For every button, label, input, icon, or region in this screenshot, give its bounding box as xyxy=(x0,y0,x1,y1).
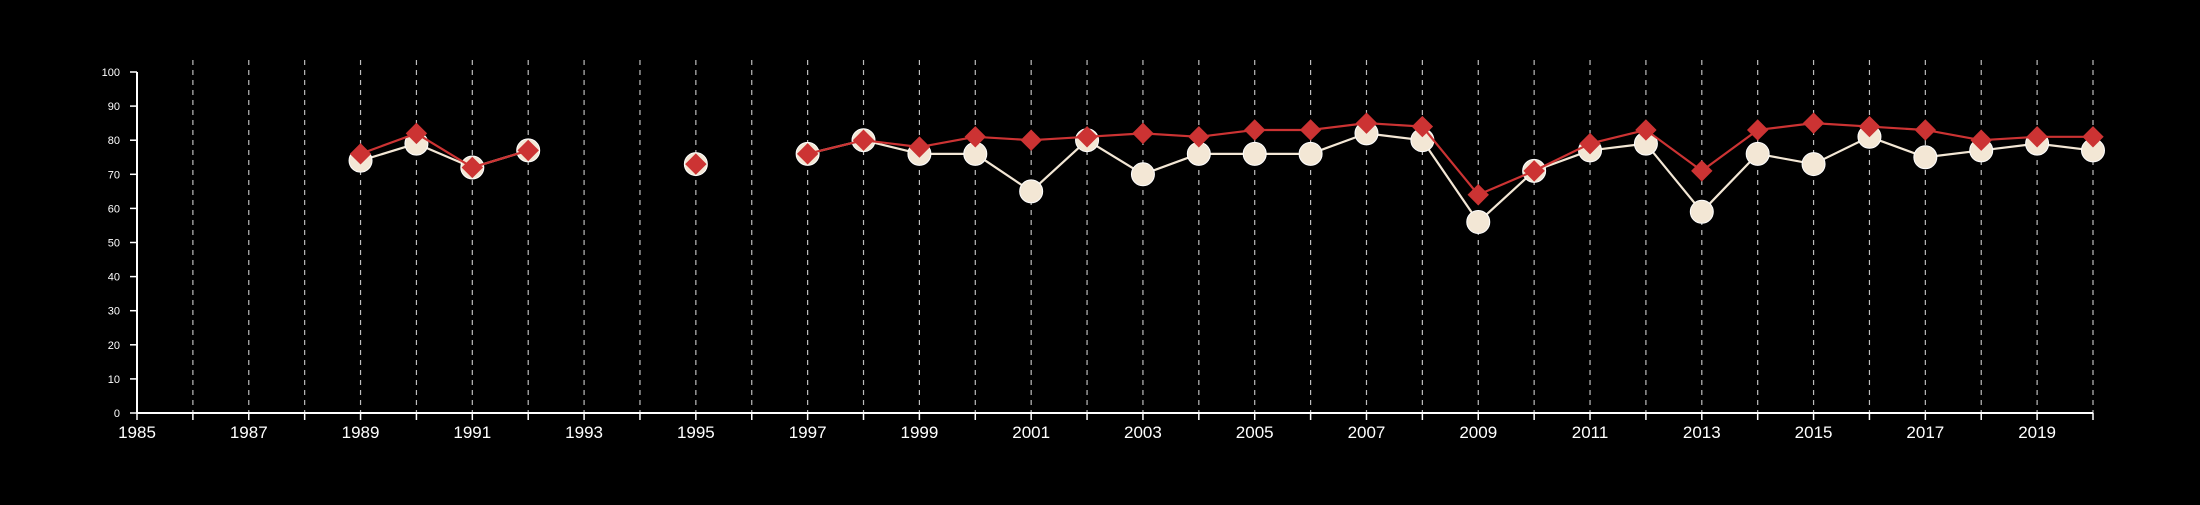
data-point-diamond xyxy=(1467,184,1489,206)
x-tick-label: 1999 xyxy=(900,423,938,442)
data-point-diamond xyxy=(405,122,428,145)
data-point-diamond xyxy=(1076,126,1098,148)
y-tick-label: 40 xyxy=(108,272,120,284)
y-tick-label: 30 xyxy=(108,306,120,318)
x-tick-label: 1985 xyxy=(118,423,156,442)
data-point-diamond xyxy=(1635,119,1657,141)
y-tick-label: 50 xyxy=(108,238,120,250)
data-point-diamond xyxy=(1523,160,1545,182)
data-point-diamond xyxy=(461,156,484,179)
x-tick-label: 2007 xyxy=(1348,423,1386,442)
y-tick-label: 90 xyxy=(108,101,120,113)
data-point-diamond xyxy=(1411,115,1434,138)
data-point-diamond xyxy=(1355,112,1378,134)
data-point-circle xyxy=(1801,152,1826,177)
x-tick-label: 2017 xyxy=(1906,423,1944,442)
data-point-circle xyxy=(1298,141,1323,166)
x-tick-label: 1993 xyxy=(565,423,603,442)
x-tick-label: 2015 xyxy=(1795,423,1833,442)
x-tick-label: 1991 xyxy=(453,423,491,442)
data-point-circle xyxy=(1242,141,1267,166)
data-point-diamond xyxy=(1970,129,1992,151)
data-point-diamond xyxy=(517,139,539,162)
data-point-circle xyxy=(1466,210,1491,235)
x-tick-label: 1987 xyxy=(230,423,268,442)
x-tick-label: 2003 xyxy=(1124,423,1162,442)
data-point-diamond xyxy=(1244,119,1266,141)
data-point-circle xyxy=(1689,199,1714,224)
data-point-diamond xyxy=(1746,119,1769,141)
data-point-diamond xyxy=(1579,132,1601,155)
data-point-diamond xyxy=(796,143,819,165)
x-tick-label: 2013 xyxy=(1683,423,1721,442)
y-tick-label: 70 xyxy=(108,169,120,181)
data-point-diamond xyxy=(1188,126,1210,148)
x-tick-label: 2009 xyxy=(1459,423,1497,442)
y-tick-label: 100 xyxy=(102,67,120,79)
series-line-circle xyxy=(807,132,2094,224)
data-point-diamond xyxy=(1299,119,1322,141)
data-point-diamond xyxy=(1914,119,1937,141)
data-point-diamond xyxy=(2082,126,2104,148)
data-point-diamond xyxy=(1858,115,1881,138)
x-tick-label: 1995 xyxy=(677,423,715,442)
x-tick-label: 2011 xyxy=(1572,423,1609,442)
data-point-circle xyxy=(1130,162,1155,187)
series-circle xyxy=(348,121,2105,235)
y-tick-label: 60 xyxy=(108,203,120,215)
y-tick-label: 80 xyxy=(108,135,120,147)
data-point-diamond xyxy=(349,143,372,165)
data-point-diamond xyxy=(964,126,986,148)
series-line-circle xyxy=(360,142,529,169)
data-point-diamond xyxy=(1691,160,1713,182)
data-point-circle xyxy=(1913,145,1938,170)
y-tick-label: 20 xyxy=(108,340,120,352)
data-point-diamond xyxy=(2026,126,2048,148)
axes: 0 10 20 30 40 50 60 70 80 90 100 1985 1987 1989 1991 19… xyxy=(102,67,2094,442)
series-line-diamond xyxy=(360,132,529,169)
y-tick-label: 10 xyxy=(108,374,120,386)
x-tick-label: 1989 xyxy=(342,423,380,442)
x-tick-label: 2019 xyxy=(2018,423,2056,442)
data-point-circle xyxy=(1745,141,1770,166)
series xyxy=(348,112,2105,235)
data-point-diamond xyxy=(1132,122,1154,145)
data-point-diamond xyxy=(908,136,931,158)
y-tick-label: 0 xyxy=(114,408,120,420)
grid xyxy=(192,60,2094,413)
series-line-diamond xyxy=(807,122,2093,196)
x-tick-label: 1997 xyxy=(789,423,827,442)
x-tick-label: 2001 xyxy=(1012,423,1050,442)
data-point-diamond xyxy=(852,129,875,151)
data-point-diamond xyxy=(685,153,707,175)
data-point-circle xyxy=(1019,179,1044,204)
x-tick-label: 2005 xyxy=(1236,423,1274,442)
data-point-diamond xyxy=(1802,112,1825,134)
series-diamond xyxy=(349,112,2104,206)
data-point-diamond xyxy=(1020,129,1042,151)
